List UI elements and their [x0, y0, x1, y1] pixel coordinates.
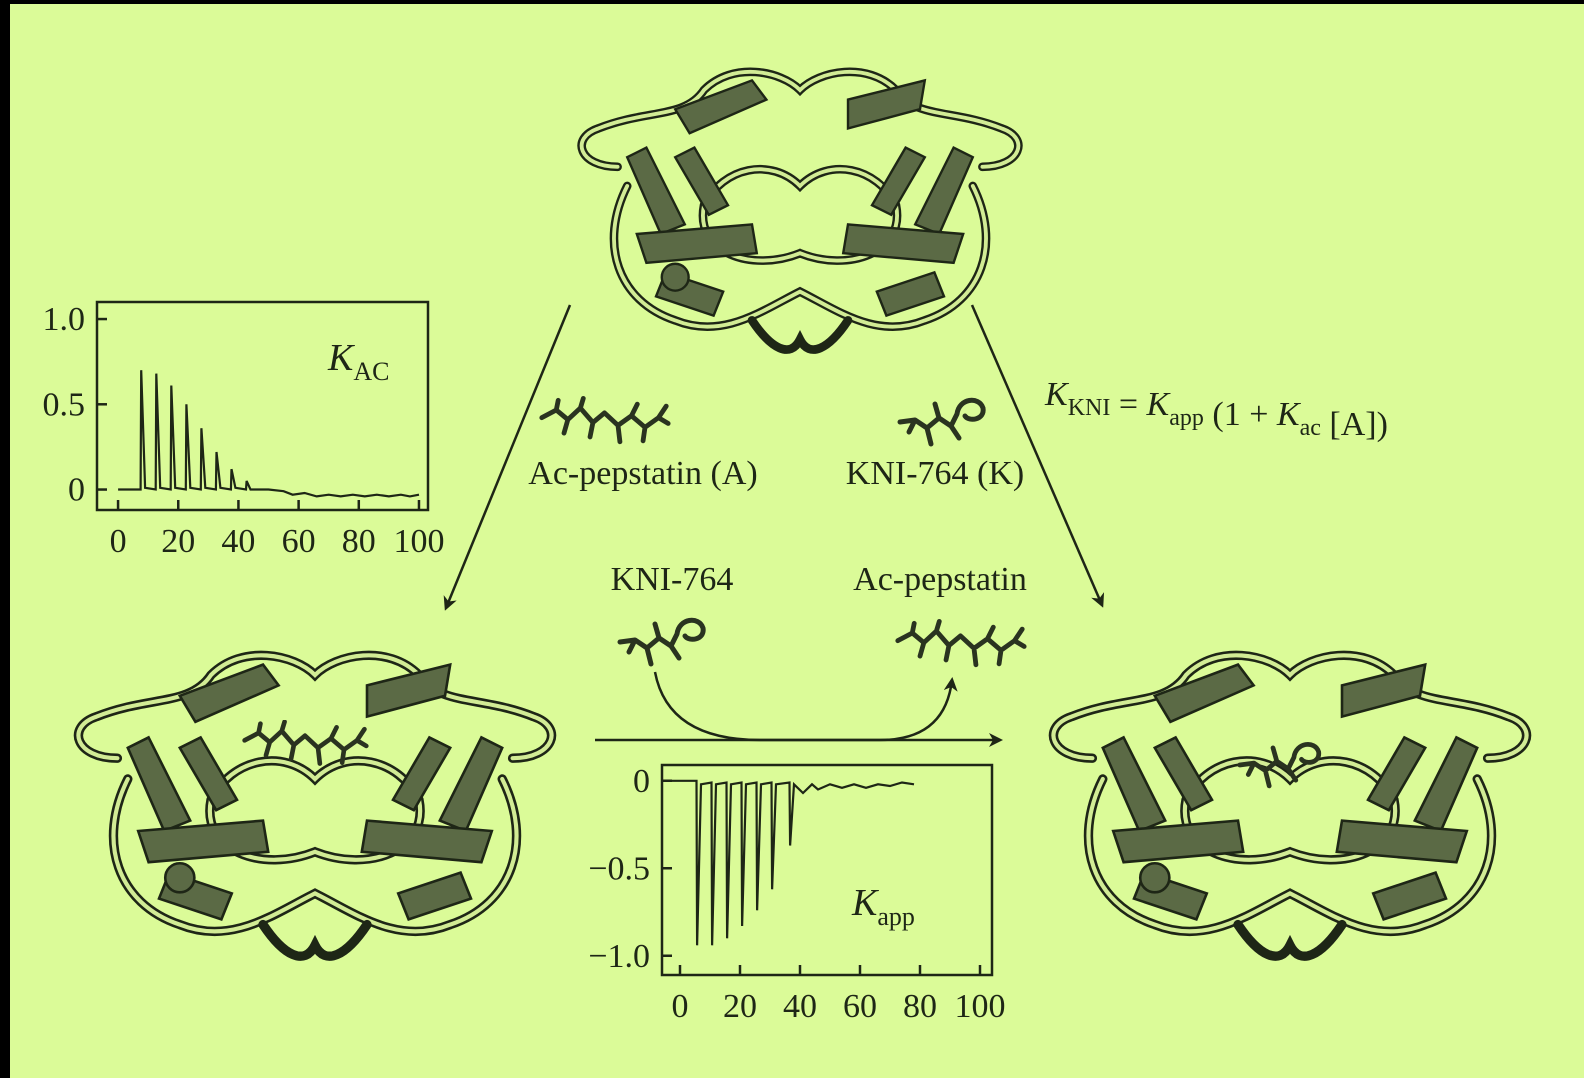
- x-tick-label: 60: [843, 988, 877, 1025]
- x-tick-label: 40: [783, 988, 817, 1025]
- y-tick-label: −1.0: [588, 938, 650, 975]
- chart-title-main: K: [327, 337, 355, 379]
- y-tick-label: 0: [68, 472, 85, 509]
- x-tick-label: 100: [393, 523, 444, 560]
- x-tick-label: 0: [110, 523, 127, 560]
- ligand-label: KNI-764 (K): [846, 455, 1024, 492]
- page: Ac-pepstatin (A) KNI-764 (K) KNI-764 Ac-…: [0, 0, 1584, 1078]
- ligand-label: Ac-pepstatin (A): [528, 455, 757, 492]
- x-tick-label: 60: [282, 523, 316, 560]
- equation-subscript: KNI: [1068, 395, 1111, 421]
- y-tick-label: 0: [633, 763, 650, 800]
- x-tick-label: 20: [723, 988, 757, 1025]
- equation-part: (1 +: [1204, 396, 1277, 433]
- equation-part: K: [1146, 386, 1172, 423]
- equation-part: K: [1276, 396, 1302, 433]
- x-tick-label: 80: [342, 523, 376, 560]
- y-tick-label: 1.0: [43, 301, 86, 338]
- equation-part: K: [1044, 376, 1070, 413]
- equation-part: =: [1110, 386, 1146, 423]
- chart-title-subscript: app: [877, 902, 915, 931]
- x-tick-label: 80: [903, 988, 937, 1025]
- ligand-label: Ac-pepstatin: [853, 561, 1027, 598]
- chart-title-main: K: [851, 882, 879, 924]
- x-tick-label: 0: [672, 988, 689, 1025]
- equation-subscript: app: [1169, 405, 1204, 431]
- chart-title-subscript: AC: [353, 357, 389, 386]
- equation-subscript: ac: [1300, 415, 1321, 441]
- y-tick-label: −0.5: [588, 850, 650, 887]
- x-tick-label: 40: [221, 523, 255, 560]
- x-tick-label: 100: [955, 988, 1006, 1025]
- y-tick-label: 0.5: [43, 386, 86, 423]
- x-tick-label: 20: [161, 523, 195, 560]
- ligand-label: KNI-764: [611, 561, 734, 598]
- equation-part: [A]): [1321, 406, 1388, 443]
